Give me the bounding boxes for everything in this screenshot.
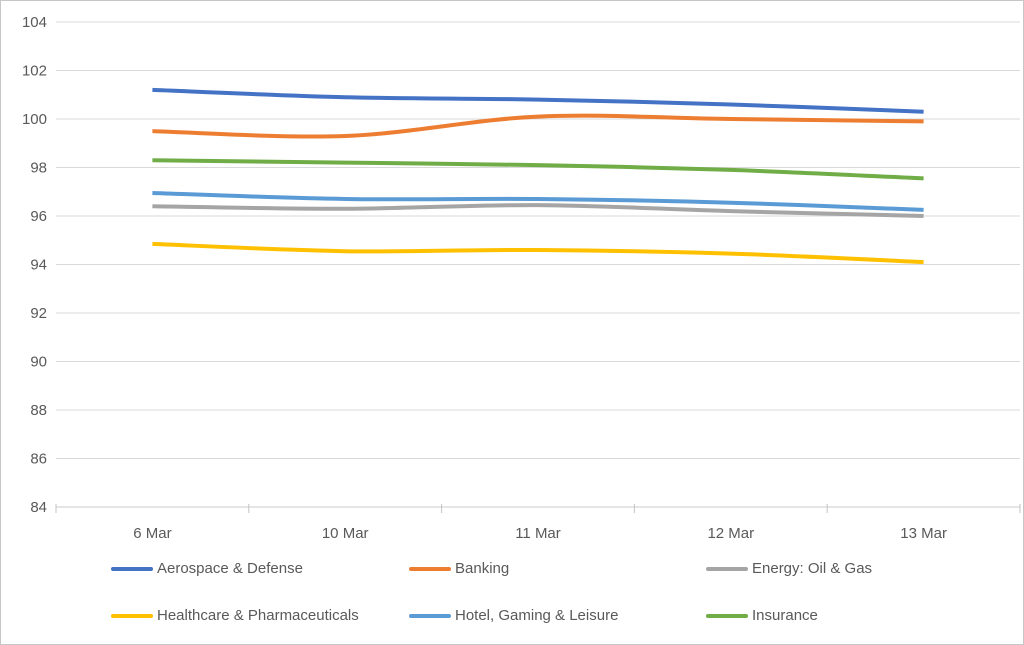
series-line-hotel-gaming-leisure bbox=[152, 191, 924, 212]
y-axis-label-86: 86 bbox=[30, 451, 47, 468]
y-axis-label-88: 88 bbox=[30, 402, 47, 419]
x-axis-label-11-mar: 11 Mar bbox=[515, 525, 561, 542]
y-axis-label-102: 102 bbox=[22, 63, 47, 80]
series-line-healthcare-pharmaceuticals bbox=[152, 241, 924, 265]
y-axis-label-96: 96 bbox=[30, 208, 47, 225]
y-axis-label-98: 98 bbox=[30, 160, 47, 177]
y-axis-label-92: 92 bbox=[30, 305, 47, 322]
y-axis-label-100: 100 bbox=[22, 111, 47, 128]
x-axis-label-13-mar: 13 Mar bbox=[900, 525, 947, 542]
series-line-aerospace-defense bbox=[152, 87, 924, 114]
y-axis-label-90: 90 bbox=[30, 354, 47, 371]
x-axis-label-12-mar: 12 Mar bbox=[707, 525, 754, 542]
y-axis-label-94: 94 bbox=[30, 257, 47, 274]
x-axis-label-6-mar: 6 Mar bbox=[133, 525, 171, 542]
y-axis-label-104: 104 bbox=[22, 14, 47, 31]
series-line-energy-oil-gas bbox=[152, 203, 924, 218]
series-line-insurance bbox=[152, 158, 924, 181]
y-axis-label-84: 84 bbox=[30, 499, 47, 516]
x-axis-label-10-mar: 10 Mar bbox=[322, 525, 369, 542]
series-line-banking bbox=[152, 113, 924, 139]
